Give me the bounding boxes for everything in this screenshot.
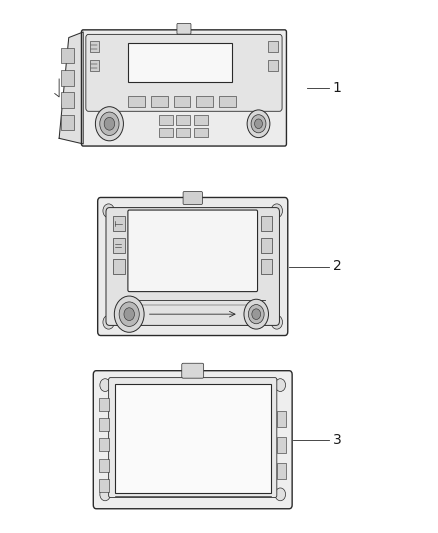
Circle shape bbox=[124, 308, 134, 320]
Bar bbox=[61, 47, 74, 63]
FancyBboxPatch shape bbox=[128, 210, 258, 292]
Bar bbox=[268, 60, 278, 71]
FancyBboxPatch shape bbox=[81, 30, 286, 146]
Circle shape bbox=[103, 204, 114, 217]
Circle shape bbox=[100, 379, 110, 391]
Bar bbox=[128, 96, 145, 107]
Circle shape bbox=[252, 309, 261, 319]
Bar bbox=[113, 260, 125, 274]
Text: 2: 2 bbox=[333, 260, 342, 273]
Circle shape bbox=[244, 299, 268, 329]
Circle shape bbox=[271, 315, 283, 329]
Circle shape bbox=[275, 488, 286, 501]
Circle shape bbox=[247, 110, 270, 138]
FancyBboxPatch shape bbox=[109, 377, 277, 498]
Circle shape bbox=[114, 296, 144, 332]
Bar bbox=[61, 70, 74, 86]
Bar bbox=[113, 238, 125, 253]
Polygon shape bbox=[59, 32, 83, 144]
Bar bbox=[194, 128, 208, 137]
Bar bbox=[261, 216, 272, 231]
Bar bbox=[61, 115, 74, 131]
Bar bbox=[176, 115, 190, 125]
Bar bbox=[90, 42, 99, 52]
Bar bbox=[90, 60, 99, 71]
Circle shape bbox=[251, 115, 266, 133]
FancyBboxPatch shape bbox=[182, 364, 204, 378]
Circle shape bbox=[95, 107, 124, 141]
FancyBboxPatch shape bbox=[93, 371, 292, 508]
Bar bbox=[151, 96, 168, 107]
Bar bbox=[277, 411, 286, 426]
Bar bbox=[127, 43, 232, 82]
Bar bbox=[277, 437, 286, 453]
Bar bbox=[176, 128, 190, 137]
FancyBboxPatch shape bbox=[98, 198, 288, 336]
FancyBboxPatch shape bbox=[183, 191, 202, 204]
Bar bbox=[99, 418, 109, 431]
Circle shape bbox=[275, 379, 286, 391]
Circle shape bbox=[271, 204, 283, 217]
Circle shape bbox=[248, 304, 264, 324]
Bar bbox=[261, 260, 272, 274]
Bar bbox=[99, 459, 109, 472]
Circle shape bbox=[100, 112, 119, 135]
Circle shape bbox=[254, 119, 262, 128]
Bar bbox=[113, 216, 125, 231]
Bar bbox=[219, 96, 236, 107]
Circle shape bbox=[100, 488, 110, 501]
Text: 1: 1 bbox=[333, 81, 342, 95]
FancyBboxPatch shape bbox=[177, 23, 191, 34]
Bar bbox=[159, 128, 173, 137]
Bar bbox=[261, 238, 272, 253]
Bar bbox=[277, 463, 286, 479]
Bar bbox=[99, 439, 109, 451]
Bar bbox=[115, 384, 271, 494]
Bar bbox=[173, 96, 191, 107]
Circle shape bbox=[104, 117, 115, 130]
Circle shape bbox=[103, 315, 114, 329]
Bar bbox=[196, 96, 213, 107]
Text: 3: 3 bbox=[333, 433, 342, 447]
Bar bbox=[159, 115, 173, 125]
Bar bbox=[268, 42, 278, 52]
Bar bbox=[61, 92, 74, 108]
Bar bbox=[99, 398, 109, 411]
Circle shape bbox=[119, 302, 139, 326]
FancyBboxPatch shape bbox=[86, 34, 282, 111]
Bar bbox=[194, 115, 208, 125]
FancyBboxPatch shape bbox=[106, 207, 279, 325]
Bar bbox=[99, 479, 109, 492]
